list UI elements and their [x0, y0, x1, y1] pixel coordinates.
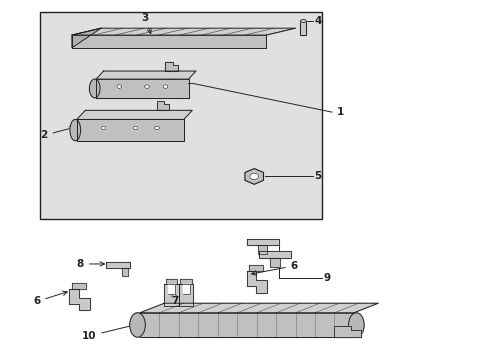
Polygon shape	[248, 265, 263, 271]
Ellipse shape	[300, 19, 305, 22]
Text: 3: 3	[141, 13, 151, 33]
Circle shape	[144, 85, 149, 88]
Polygon shape	[122, 267, 127, 275]
Text: 6: 6	[251, 261, 297, 275]
Polygon shape	[182, 284, 189, 293]
Polygon shape	[69, 289, 90, 310]
Ellipse shape	[70, 120, 81, 141]
Polygon shape	[106, 262, 130, 267]
Polygon shape	[165, 62, 177, 71]
Circle shape	[163, 85, 167, 88]
Polygon shape	[157, 102, 169, 111]
Ellipse shape	[348, 313, 364, 337]
Polygon shape	[77, 120, 183, 141]
Polygon shape	[246, 271, 267, 293]
Circle shape	[133, 126, 138, 130]
Text: 2: 2	[40, 126, 74, 140]
Polygon shape	[269, 258, 279, 267]
Polygon shape	[300, 21, 305, 35]
Text: 1: 1	[336, 107, 344, 117]
Text: 6: 6	[33, 291, 67, 306]
Text: 5: 5	[313, 171, 321, 181]
Polygon shape	[258, 246, 267, 255]
Polygon shape	[334, 327, 361, 337]
Polygon shape	[179, 284, 193, 306]
Polygon shape	[72, 28, 101, 48]
Text: 4: 4	[313, 16, 321, 26]
Circle shape	[249, 173, 258, 180]
Circle shape	[101, 126, 106, 130]
Polygon shape	[72, 35, 266, 48]
Ellipse shape	[89, 79, 100, 98]
Polygon shape	[164, 284, 179, 306]
Polygon shape	[140, 303, 377, 313]
Ellipse shape	[129, 313, 145, 337]
Polygon shape	[165, 279, 177, 284]
Polygon shape	[77, 111, 192, 120]
Polygon shape	[140, 313, 353, 337]
Polygon shape	[180, 279, 192, 284]
Polygon shape	[71, 283, 85, 289]
Circle shape	[154, 126, 159, 130]
Text: 8: 8	[77, 259, 104, 269]
Polygon shape	[96, 79, 188, 98]
Polygon shape	[246, 239, 278, 246]
Circle shape	[117, 85, 122, 88]
Text: 9: 9	[323, 273, 330, 283]
Polygon shape	[72, 28, 295, 35]
FancyBboxPatch shape	[40, 12, 322, 219]
Polygon shape	[167, 284, 175, 293]
Text: 7: 7	[171, 291, 179, 306]
Text: 10: 10	[81, 323, 139, 341]
Polygon shape	[259, 251, 290, 258]
Polygon shape	[96, 71, 196, 79]
